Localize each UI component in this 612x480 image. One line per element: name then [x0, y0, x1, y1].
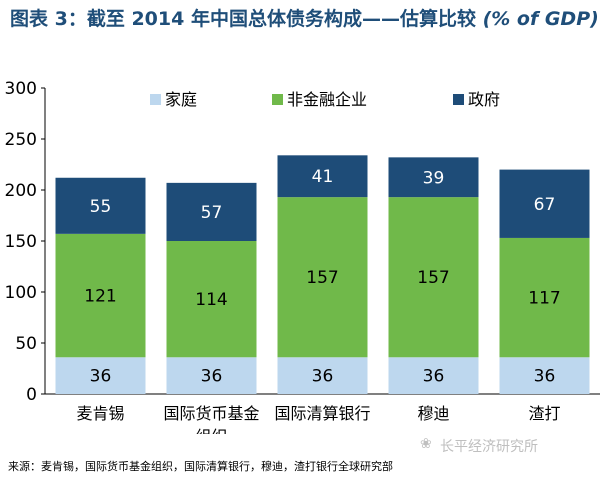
y-tick-label: 300 [5, 79, 37, 99]
data-label: 36 [312, 367, 334, 387]
data-label: 157 [306, 268, 338, 288]
wechat-icon: ❀ [420, 436, 432, 452]
y-tick-label: 100 [5, 283, 37, 303]
data-label: 121 [84, 287, 116, 307]
y-tick-label: 50 [15, 334, 37, 354]
data-label: 41 [312, 167, 334, 187]
data-label: 157 [417, 268, 449, 288]
data-label: 36 [90, 367, 112, 387]
x-tick-label: 穆迪 [417, 404, 449, 423]
chart-title-main: 图表 3：截至 2014 年中国总体债务构成——估算比较 [10, 8, 483, 30]
legend-swatch [272, 94, 283, 105]
x-tick-label: 组织 [195, 427, 227, 434]
data-label: 39 [423, 168, 445, 188]
stacked-bar-chart: 0 50 100 150 200 250 300 36 121 55 36 114 57 36 157 41… [5, 79, 600, 434]
legend-label: 非金融企业 [287, 90, 367, 109]
legend-label: 政府 [468, 90, 500, 109]
bar-segment [277, 155, 368, 198]
source-note: 来源：麦肯锡，国际货币基金组织，国际清算银行，穆迪，渣打银行全球研究部 [8, 460, 393, 473]
bar-segment [499, 237, 590, 358]
bar-segment [55, 357, 146, 394]
legend-swatch [453, 94, 464, 105]
bar-segment [55, 233, 146, 358]
data-label: 36 [201, 367, 223, 387]
data-label: 114 [195, 290, 227, 310]
bars: 36 121 55 36 114 57 36 157 41 36 157 39 36 117 67 [55, 155, 590, 394]
axes: 0 50 100 150 200 250 300 [5, 79, 600, 405]
x-tick-labels: 麦肯锡 国际货币基金组织 国际清算银行 穆迪 渣打 [76, 404, 560, 434]
y-tick-label: 250 [5, 130, 37, 150]
data-label: 117 [528, 289, 560, 309]
x-tick-label: 国际清算银行 [274, 404, 370, 423]
x-tick-label: 国际货币基金 [163, 404, 259, 423]
bar-segment [499, 357, 590, 394]
x-tick-label: 麦肯锡 [76, 404, 124, 423]
legend-swatch [150, 94, 161, 105]
bar-segment [277, 197, 368, 358]
bar-segment [277, 357, 368, 394]
bar-segment [388, 357, 479, 394]
legend-label: 家庭 [165, 90, 197, 109]
bar-segment [166, 241, 257, 358]
data-label: 36 [534, 367, 556, 387]
bar-segment [55, 177, 146, 234]
bar-segment [499, 169, 590, 238]
watermark: 长平经济研究所 [440, 439, 538, 455]
chart-title: 图表 3：截至 2014 年中国总体债务构成——估算比较 (% of GDP) [10, 4, 605, 34]
legend: 家庭 非金融企业 政府 [150, 90, 500, 109]
y-tick-label: 200 [5, 181, 37, 201]
y-tick-label: 0 [26, 385, 37, 405]
chart-title-unit: (% of GDP) [482, 8, 599, 30]
bar-segment [166, 182, 257, 241]
y-tick-label: 150 [5, 232, 37, 252]
bar-segment [388, 197, 479, 358]
data-label: 67 [534, 195, 556, 215]
bar-segment [166, 357, 257, 394]
data-label: 57 [201, 203, 223, 223]
bar-segment [388, 157, 479, 198]
x-tick-label: 渣打 [528, 404, 560, 423]
data-label: 36 [423, 367, 445, 387]
data-label: 55 [90, 197, 112, 217]
